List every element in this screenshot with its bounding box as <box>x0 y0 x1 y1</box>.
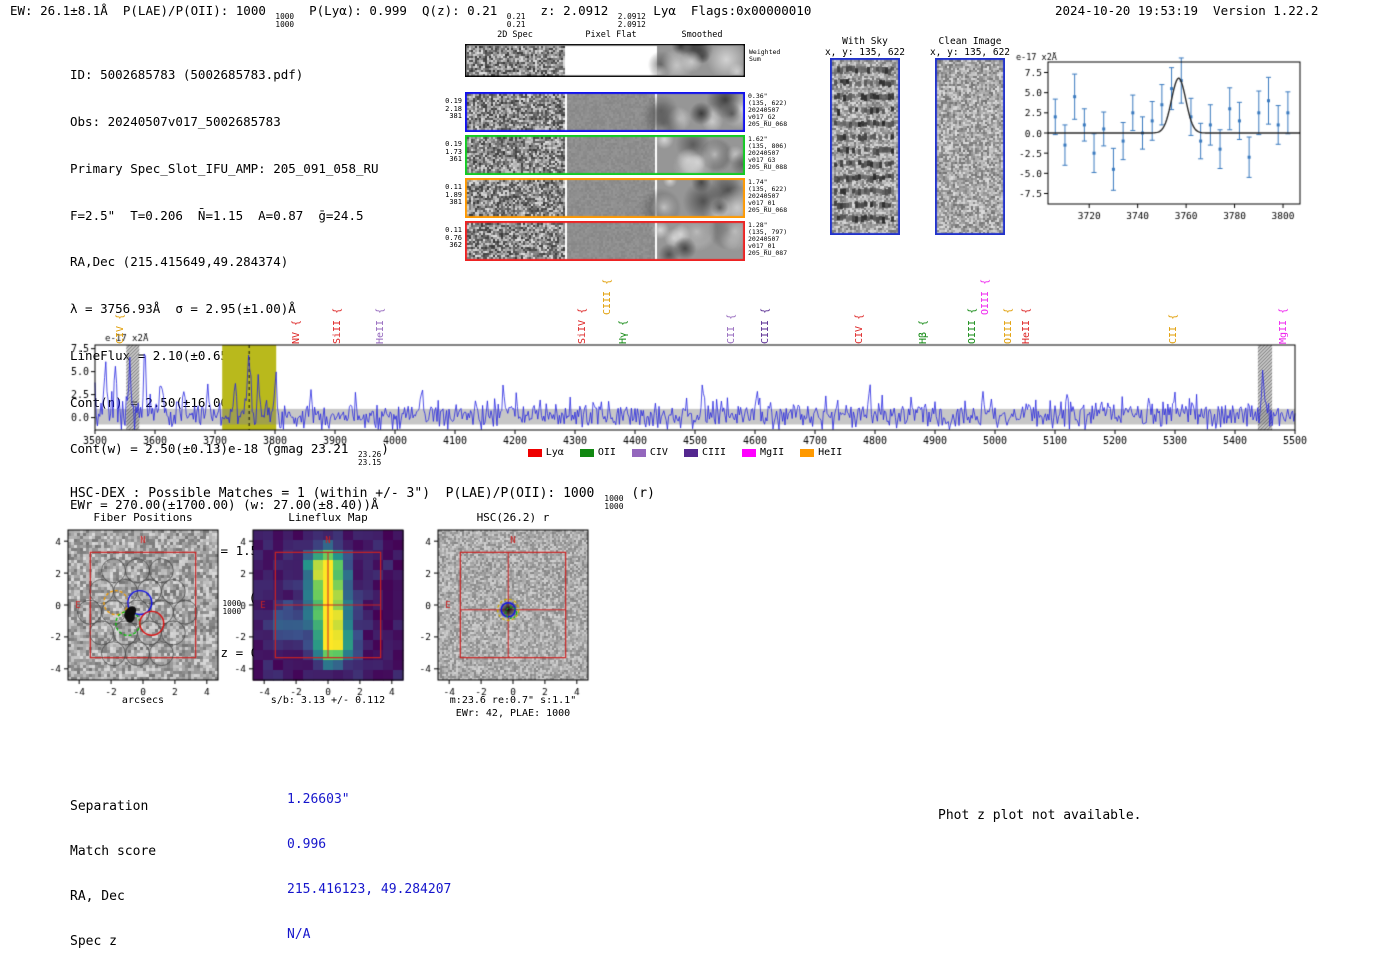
lineflux-caption: s/b: 3.13 +/- 0.112 <box>270 695 386 706</box>
legend-swatch <box>683 448 698 457</box>
legend-swatch <box>631 448 646 457</box>
spec2d-row-image-1 <box>465 135 745 175</box>
legend-swatch <box>579 448 594 457</box>
with-sky-title: With Sky <box>842 36 888 47</box>
spec2d-row-stats-2: 0.11 1.89 381 <box>445 183 462 207</box>
header-summary: EW: 26.1±8.1Å P(LAE)/P(OII): 1000 1000 10… <box>10 3 812 29</box>
line-fit-zoom-plot <box>1010 52 1310 230</box>
weighted-sum-label: Weighted Sum <box>749 48 781 64</box>
spec2d-row-image-3 <box>465 221 745 261</box>
col-title-2dspec: 2D Spec <box>497 30 533 40</box>
match-value-separation: 1.26603" <box>287 792 350 807</box>
legend-item-CIII: CIII <box>683 447 727 458</box>
legend-label: MgII <box>760 447 785 458</box>
legend-label: CIII <box>701 447 727 458</box>
info-line-radec: RA,Dec (215.415649,49.284374) <box>70 254 289 270</box>
emission-line-label-HeII: HeII { <box>374 307 386 344</box>
legend-label: CIV <box>649 447 668 458</box>
match-label-radec: RA, Dec <box>70 889 125 904</box>
header-timestamp-version: 2024-10-20 19:53:19 Version 1.22.2 <box>1055 3 1319 18</box>
spec2d-row-annotation-0: 0.36" (135, 622) 20240507 v017_G2 205_RU… <box>748 92 788 129</box>
col-title-smoothed: Smoothed <box>681 30 723 40</box>
legend-label: Lyα <box>545 447 564 458</box>
legend-swatch <box>800 448 815 457</box>
info-line-obs: Obs: 20240507v017_5002685783 <box>70 113 281 129</box>
fiber-positions-xlabel: arcsecs <box>121 695 165 706</box>
emission-line-label-CIII: CIII { <box>760 307 771 344</box>
spec2d-row-image-2 <box>465 178 745 218</box>
match-table-labels: Separation Match score RA, Dec Spec z Ph… <box>70 769 187 953</box>
spec2d-row-stats-0: 0.19 2.18 381 <box>445 97 462 121</box>
clean-image <box>935 58 1005 235</box>
match-value-score: 0.996 <box>287 837 327 852</box>
emission-line-label-HeII: HeII { <box>1021 307 1032 344</box>
stacked-fraction: 23.26 23.15 <box>357 450 382 468</box>
legend-label: HeII <box>818 447 843 458</box>
lineflux-map-title: Lineflux Map <box>288 511 368 524</box>
phot-z-note: Phot z plot not available. <box>938 808 1142 823</box>
hsc-caption-2: EWr: 42, PLAE: 1000 <box>455 708 571 719</box>
emission-line-label-CIV: CIV { <box>115 313 126 344</box>
match-value-radec: 215.416123, 49.284207 <box>287 882 452 897</box>
emission-line-label-SiII: SiII { <box>332 307 344 344</box>
info-line-lambda-sigma: λ = 3756.93Å σ = 2.95(±1.00)Å <box>70 301 296 317</box>
hsc-caption-1: m:23.6 re:0.7" s:1.1" <box>449 695 577 706</box>
emission-line-label-SiIV: SiIV { <box>577 307 588 344</box>
match-label-score: Match score <box>70 844 157 859</box>
emission-line-label-MgII: MgII { <box>1277 307 1289 344</box>
emission-line-label-OIII: OIII { <box>980 278 992 315</box>
fiber-positions-cutout <box>32 526 222 702</box>
spec2d-row-annotation-3: 1.28" (135, 797) 20240507 v017_01 205_RU… <box>748 221 788 258</box>
legend-swatch <box>527 448 542 457</box>
with-sky-coords: x, y: 135, 622 <box>824 47 906 58</box>
emission-line-label-OIII: OIII { <box>1003 307 1014 344</box>
spectrum-legend: Lyα OII CIV CIII MgII HeII <box>58 447 1312 458</box>
with-sky-image <box>830 58 900 235</box>
info-line-seeing: F=2.5" T=0.206 N̄=1.15 A=0.87 ḡ=24.5 <box>70 207 364 223</box>
legend-item-HeII: HeII <box>800 447 842 458</box>
info-line-primary-spec: Primary Spec_Slot_IFU_AMP: 205_091_058_R… <box>70 160 379 176</box>
info-line-ewr: EWr = 270.00(±1700.00) (w: 27.00(±8.40))… <box>70 496 379 512</box>
fiber-positions-title: Fiber Positions <box>93 511 193 524</box>
info-line-id: ID: 5002685783 (5002685783.pdf) <box>70 67 304 83</box>
hsc-r-cutout <box>402 526 592 702</box>
emission-line-label-CII: CII { <box>1168 313 1179 344</box>
weighted-sum-strip-image <box>465 44 745 77</box>
stacked-fraction: 2.0912 2.0912 <box>617 12 646 29</box>
spec2d-row-stats-3: 0.11 0.76 362 <box>445 226 462 250</box>
spec2d-row-annotation-1: 1.62" (135, 806) 20240507 v017_G3 205_RU… <box>748 135 788 172</box>
full-spectrum-plot <box>58 333 1312 449</box>
legend-item-Lyα: Lyα <box>527 447 564 458</box>
spec2d-row-annotation-2: 1.74" (135, 622) 20240507 v017_01 205_RU… <box>748 178 788 215</box>
emission-line-label-H: Hγ { <box>617 319 629 344</box>
lineflux-map-cutout <box>217 526 407 702</box>
emission-line-label-OIII: OIII { <box>967 307 978 344</box>
emission-line-label-NV: NV { <box>290 319 302 344</box>
clean-image-title: Clean Image <box>938 36 1002 47</box>
emission-line-label-CIII: CIII { <box>602 278 614 315</box>
stacked-fraction: 0.21 0.21 <box>506 12 526 29</box>
clean-image-coords: x, y: 135, 622 <box>929 47 1011 58</box>
legend-swatch <box>742 448 757 457</box>
emission-line-label-CII: CII { <box>725 313 737 344</box>
match-value-specz: N/A <box>287 927 311 942</box>
hsc-cutout-title: HSC(26.2) r <box>476 511 550 524</box>
match-table-values: 1.26603" 0.996 215.416123, 49.284207 N/A… <box>287 762 451 953</box>
emission-line-label-H: Hβ { <box>917 319 929 344</box>
emission-line-label-CIV: CIV { <box>854 313 866 344</box>
legend-item-OII: OII <box>579 447 616 458</box>
legend-item-CIV: CIV <box>631 447 668 458</box>
legend-label: OII <box>597 447 616 458</box>
match-label-separation: Separation <box>70 799 149 814</box>
col-title-pixelflat: Pixel Flat <box>585 30 637 40</box>
spec2d-row-image-0 <box>465 92 745 132</box>
match-label-specz: Spec z <box>70 934 117 949</box>
spec2d-row-stats-1: 0.19 1.73 361 <box>445 140 462 164</box>
legend-item-MgII: MgII <box>742 447 784 458</box>
hsc-dex-match-line: HSC-DEX : Possible Matches = 1 (within +… <box>70 486 655 512</box>
